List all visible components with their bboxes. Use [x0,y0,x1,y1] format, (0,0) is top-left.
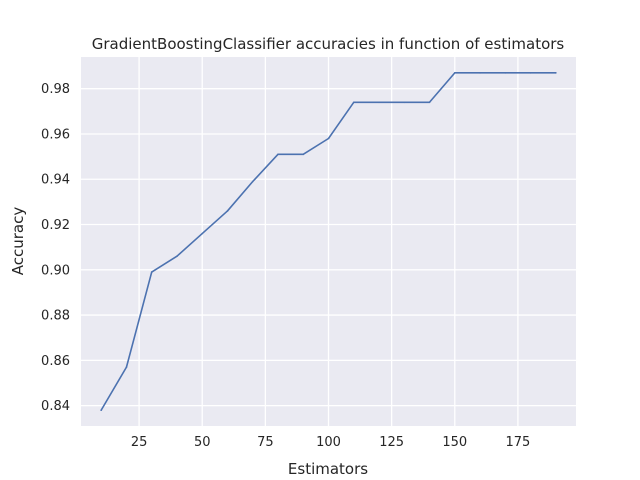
data-point [479,72,481,74]
data-point [428,101,431,104]
y-tick-label: 0.90 [41,263,70,278]
x-tick-label: 25 [131,435,148,450]
y-tick-label: 0.96 [41,127,70,142]
data-point [529,72,532,74]
y-gridlines [81,88,576,407]
y-tick-label: 0.84 [41,399,70,414]
y-tick-label: 0.92 [41,218,70,233]
x-tick-label: 175 [505,435,530,450]
data-point [327,137,330,140]
data-point [251,180,254,183]
data-point [302,153,305,156]
x-axis-label: Estimators [288,460,368,478]
x-tick-labels: 25 50 75 100 125 150 175 [131,435,531,450]
chart-title: GradientBoostingClassifier accuracies in… [92,35,565,53]
data-point [125,366,128,368]
y-tick-label: 0.88 [41,309,70,324]
y-axis-label: Accuracy [9,207,27,276]
x-tick-label: 150 [442,435,467,450]
x-tick-label: 75 [257,435,274,450]
data-point [150,271,153,273]
data-point [504,72,507,74]
y-tick-labels: 0.84 0.86 0.88 0.90 0.92 0.94 0.96 0.98 [41,82,70,414]
data-point [201,232,204,235]
data-point [176,255,178,258]
data-point [453,72,456,74]
x-tick-label: 50 [194,435,211,450]
data-point [226,210,229,212]
data-point [277,153,279,156]
y-tick-label: 0.98 [41,82,70,97]
x-gridlines [138,57,519,426]
x-tick-label: 125 [379,435,404,450]
x-tick-label: 100 [316,435,341,450]
data-point [403,101,406,104]
data-point [352,101,355,104]
series-layer [100,72,557,411]
data-point [100,409,103,411]
data-point [554,72,557,74]
data-point [378,101,380,104]
y-tick-label: 0.94 [41,173,70,188]
y-tick-label: 0.86 [41,354,70,369]
